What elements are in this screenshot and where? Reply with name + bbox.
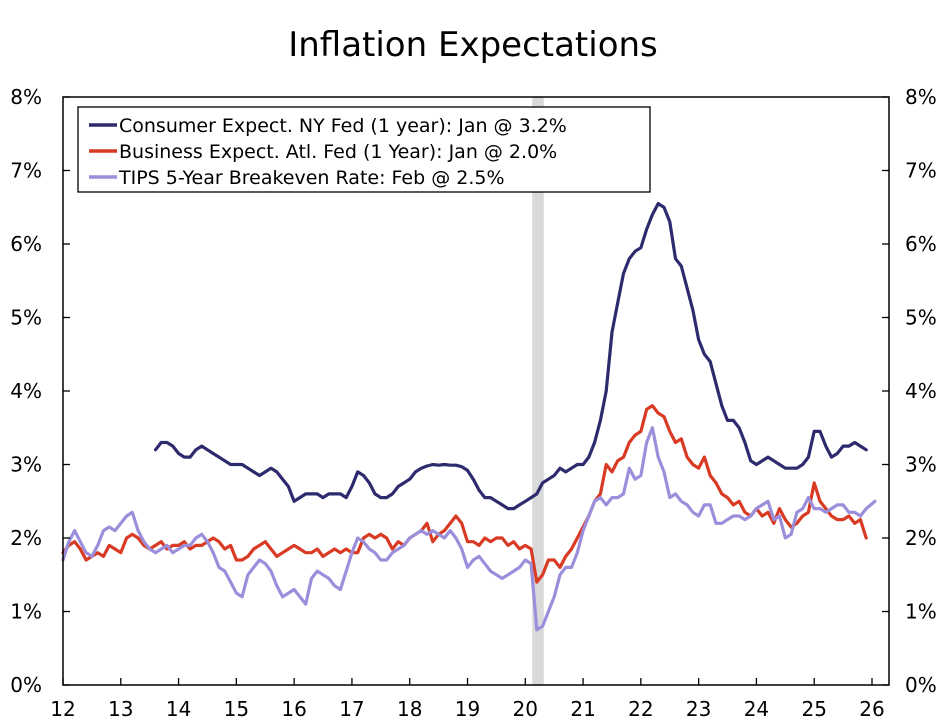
x-tick-label: 19 <box>455 697 480 721</box>
y-tick-label-left: 7% <box>10 159 42 183</box>
recession-band <box>532 97 544 685</box>
x-tick-label: 22 <box>628 697 653 721</box>
y-tick-label-left: 2% <box>10 526 42 550</box>
x-tick-label: 24 <box>744 697 769 721</box>
y-tick-label-right: 1% <box>905 600 937 624</box>
x-tick-label: 16 <box>281 697 306 721</box>
x-tick-label: 23 <box>686 697 711 721</box>
y-tick-label-right: 5% <box>905 306 937 330</box>
x-tick-label: 17 <box>339 697 364 721</box>
legend-label-tips: TIPS 5-Year Breakeven Rate: Feb @ 2.5% <box>118 167 505 189</box>
legend-label-consumer: Consumer Expect. NY Fed (1 year): Jan @ … <box>119 115 567 137</box>
x-tick-label: 18 <box>397 697 422 721</box>
consumer-expect-line <box>153 202 868 511</box>
y-tick-label-left: 5% <box>10 306 42 330</box>
x-tick-label: 12 <box>50 697 75 721</box>
y-tick-label-right: 3% <box>905 453 937 477</box>
x-tick-label: 20 <box>513 697 538 721</box>
y-tick-label-right: 8% <box>905 85 937 109</box>
y-tick-label-right: 4% <box>905 379 937 403</box>
y-tick-label-left: 3% <box>10 453 42 477</box>
y-tick-label-left: 1% <box>10 600 42 624</box>
business-expect-line <box>61 404 868 584</box>
y-tick-label-right: 6% <box>905 232 937 256</box>
y-axis-right: 0% 1% 2% 3% 4% 5% 6% 7% 8% <box>882 85 937 697</box>
y-tick-label-left: 0% <box>10 673 42 697</box>
x-axis: 12 13 14 15 16 17 18 19 20 21 22 23 24 25 26 <box>50 678 885 721</box>
y-tick-label-left: 6% <box>10 232 42 256</box>
x-tick-label: 21 <box>570 697 595 721</box>
legend-label-business: Business Expect. Atl. Fed (1 Year): Jan … <box>119 141 557 163</box>
x-tick-label: 13 <box>108 697 133 721</box>
x-tick-label: 25 <box>801 697 826 721</box>
x-tick-label: 26 <box>859 697 884 721</box>
x-tick-label: 15 <box>224 697 249 721</box>
tips-breakeven-line <box>61 426 877 632</box>
legend-box <box>77 106 651 193</box>
y-tick-label-right: 2% <box>905 526 937 550</box>
y-axis-left: 0% 1% 2% 3% 4% 5% 6% 7% 8% <box>10 85 70 697</box>
y-tick-label-left: 8% <box>10 85 42 109</box>
x-tick-label: 14 <box>166 697 191 721</box>
series-lines <box>61 202 877 632</box>
y-tick-label-left: 4% <box>10 379 42 403</box>
y-tick-label-right: 0% <box>905 673 937 697</box>
y-tick-label-right: 7% <box>905 159 937 183</box>
chart-title: Inflation Expectations <box>288 25 658 65</box>
legend: Consumer Expect. NY Fed (1 year): Jan @ … <box>77 106 651 193</box>
